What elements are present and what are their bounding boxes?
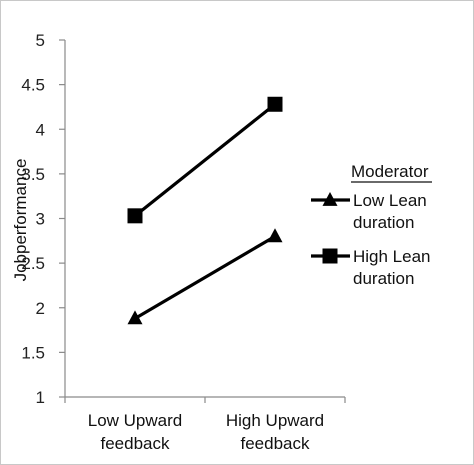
legend-entry-line: High Lean bbox=[353, 247, 431, 266]
y-tick-label: 1.5 bbox=[21, 343, 45, 362]
legend: Moderator Low Lean duration High Lean durat… bbox=[311, 162, 432, 288]
series bbox=[127, 96, 283, 325]
series-low-lean bbox=[127, 228, 283, 325]
y-tick-label: 4 bbox=[36, 120, 45, 139]
x-category-label-line: High Upward bbox=[226, 411, 324, 430]
y-axis: 1 1.5 2 2.5 3 3.5 4 4.5 5 bbox=[21, 31, 66, 407]
y-tick-label: 3 bbox=[36, 210, 45, 229]
x-category-label: High Upward feedback bbox=[226, 411, 324, 453]
data-point-marker bbox=[267, 228, 283, 243]
legend-title: Moderator bbox=[351, 162, 429, 181]
x-category-label-line: Low Upward bbox=[88, 411, 183, 430]
legend-entry-label: Low Lean duration bbox=[353, 191, 427, 232]
x-category-label-line: feedback bbox=[241, 434, 310, 453]
data-point-marker bbox=[127, 208, 143, 224]
y-tick-label: 2.5 bbox=[21, 254, 45, 273]
legend-entry-line: Low Lean bbox=[353, 191, 427, 210]
legend-entry-line: duration bbox=[353, 213, 414, 232]
series-line bbox=[134, 234, 276, 320]
y-tick-label: 2 bbox=[36, 299, 45, 318]
x-category-label: Low Upward feedback bbox=[88, 411, 183, 453]
y-tick-label: 5 bbox=[36, 31, 45, 50]
y-tick-label: 3.5 bbox=[21, 165, 45, 184]
series-line bbox=[134, 103, 276, 218]
y-tick-label: 1 bbox=[36, 388, 45, 407]
legend-entry-label: High Lean duration bbox=[353, 247, 431, 288]
legend-swatch-marker bbox=[322, 191, 338, 206]
legend-entry-line: duration bbox=[353, 269, 414, 288]
series-high-lean bbox=[127, 96, 283, 224]
legend-swatch-marker bbox=[322, 248, 338, 264]
x-category-label-line: feedback bbox=[101, 434, 170, 453]
data-point-marker bbox=[267, 96, 283, 112]
y-tick-label: 4.5 bbox=[21, 76, 45, 95]
x-axis: Low Upward feedback High Upward feedback bbox=[64, 396, 346, 453]
data-point-marker bbox=[127, 310, 143, 325]
y-axis-title: Jobperformance bbox=[11, 159, 30, 282]
